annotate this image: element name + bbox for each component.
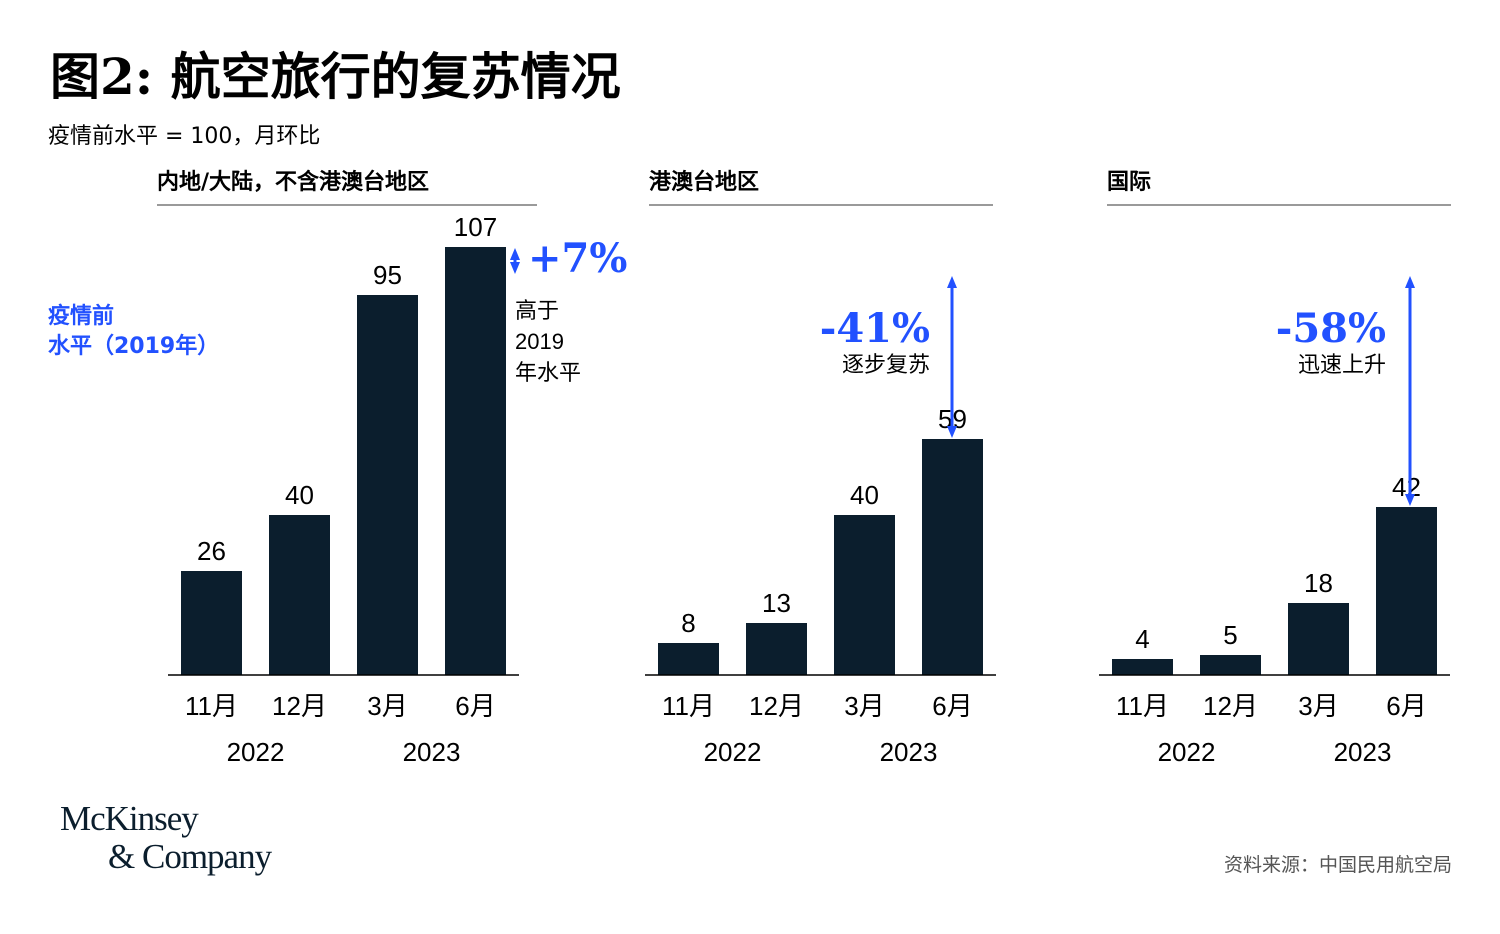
chart-title: 图2: 航空旅行的复苏情况 [50,47,621,106]
international-year-label-1: 2022 [1158,737,1216,767]
source-note: 资料来源：中国民用航空局 [1223,854,1452,876]
logo-line-2: & Company [108,837,272,876]
hkmt-value-label-3: 40 [850,480,879,510]
mainland-arrowhead-down-icon [510,262,520,274]
international-arrowhead-down-icon [1405,494,1415,506]
hkmt-bar-1 [658,643,719,675]
panel-header-mainland: 内地/大陆，不含港澳台地区 [157,168,537,206]
international-category-label-4: 6月 [1386,691,1426,721]
mainland-bar-1 [181,571,242,675]
hkmt-arrowhead-down-icon [947,426,957,438]
international-arrowhead-up-icon [1405,276,1415,288]
mainland-value-label-1: 26 [197,536,226,566]
hkmt-bar-3 [834,515,895,675]
hkmt-bar-4 [922,439,983,675]
mainland-bar-3 [357,295,418,675]
international-change-note-1: 迅速上升 [1298,352,1386,377]
hkmt-change-note-1: 逐步复苏 [842,352,930,377]
mainland-category-label-2: 12月 [272,691,327,721]
international-value-label-1: 4 [1135,624,1149,654]
side-note-line-1: 疫情前 [48,304,115,329]
panel-header-hkmt: 港澳台地区 [649,168,993,206]
mainland-category-label-3: 3月 [367,691,407,721]
international-value-label-3: 18 [1304,568,1333,598]
international-year-label-2: 2023 [1334,737,1392,767]
international-bar-1 [1112,659,1173,675]
mainland-year-label-1: 2022 [227,737,285,767]
international-category-label-3: 3月 [1298,691,1338,721]
panel-header-international: 国际 [1107,168,1451,206]
mainland-value-label-2: 40 [285,480,314,510]
chart-subtitle: 疫情前水平 = 100，月环比 [48,124,321,149]
hkmt-year-label-2: 2023 [880,737,938,767]
mainland-change-note-1: 高于 [515,298,559,323]
hkmt-change-value: -41% [820,305,930,352]
hkmt-category-label-1: 11月 [662,691,715,721]
hkmt-category-label-4: 6月 [932,691,972,721]
hkmt-bar-2 [746,623,807,675]
international-change-value: -58% [1276,305,1386,352]
panel-title-international: 国际 [1107,170,1152,195]
international-bar-4 [1376,507,1437,675]
panel-title-mainland: 内地/大陆，不含港澳台地区 [157,170,430,195]
mainland-year-label-2: 2023 [403,737,461,767]
side-note-line-2: 水平（2019年） [48,334,220,359]
international-value-label-2: 5 [1223,620,1237,650]
mainland-category-label-1: 11月 [185,691,238,721]
mainland-bar-2 [269,515,330,675]
hkmt-year-label-1: 2022 [704,737,762,767]
logo-line-1: McKinsey [60,799,199,838]
hkmt-value-label-1: 8 [681,608,695,638]
mainland-bar-4 [445,247,506,675]
mainland-change-note-2: 2019 [515,329,564,354]
hkmt-arrowhead-up-icon [947,276,957,288]
panel-title-hkmt: 港澳台地区 [649,170,760,195]
pre-pandemic-level-note: 疫情前 水平（2019年） [48,302,219,362]
international-bar-3 [1288,603,1349,675]
mainland-change-note-3: 年水平 [515,360,581,385]
hkmt-category-label-2: 12月 [749,691,804,721]
mckinsey-logo: McKinsey & Company [60,799,272,876]
mainland-category-label-4: 6月 [455,691,495,721]
mainland-change-value: +7% [528,235,627,282]
international-bar-2 [1200,655,1261,675]
hkmt-value-label-2: 13 [762,588,791,618]
international-category-label-2: 12月 [1203,691,1258,721]
mainland-value-label-4: 107 [454,212,497,242]
hkmt-category-label-3: 3月 [844,691,884,721]
mainland-value-label-3: 95 [373,260,402,290]
mainland-arrowhead-up-icon [510,248,520,260]
international-category-label-1: 11月 [1116,691,1169,721]
